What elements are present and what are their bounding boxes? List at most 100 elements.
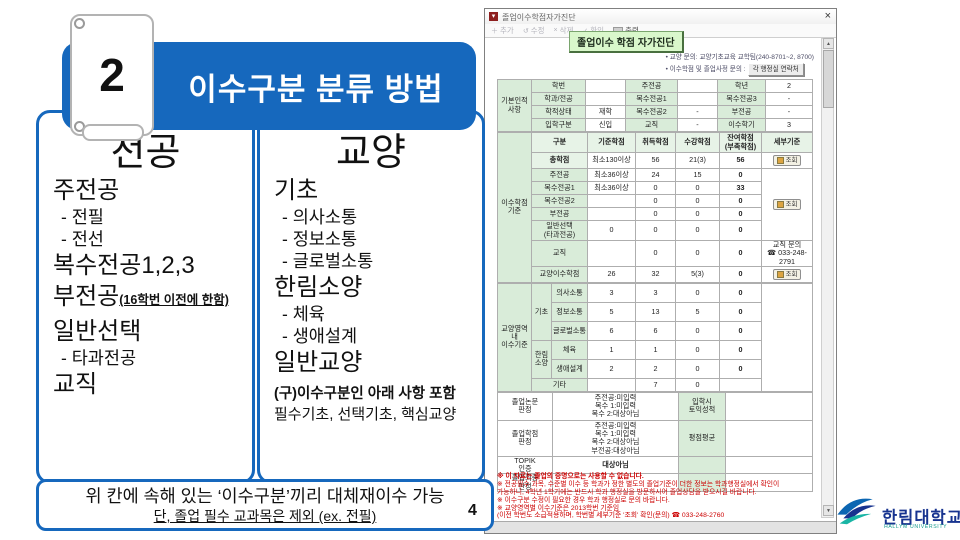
- list-item: - 글로벌소통: [282, 251, 374, 271]
- window-statusbar: [485, 521, 836, 533]
- list-item: 일반선택: [53, 318, 142, 345]
- cell: [587, 240, 636, 267]
- scrollbar[interactable]: [821, 38, 834, 518]
- toolbar-edit-button[interactable]: ↺ 수정: [523, 25, 545, 36]
- cell: 정보소통: [551, 301, 588, 322]
- cell: 13: [635, 301, 676, 322]
- wave-logo-icon: [837, 498, 876, 525]
- cell: 주전공: [625, 79, 678, 93]
- page-number: 4: [468, 502, 477, 519]
- slide-number: 2: [99, 49, 125, 101]
- contact-line2-label: • 이수학점 및 졸업사정 문의 :: [665, 66, 746, 73]
- major-header: 전공: [110, 132, 181, 174]
- table-row: 졸업학점 판정 주전공:미입력 복수 1:미입력 복수 2:대상아님 부전공:대…: [497, 419, 813, 457]
- jik-contact-phone: ☎ 033-248-2791: [767, 248, 807, 266]
- list-item: 부전공(16학번 이전에 한함): [53, 281, 252, 316]
- cell: [761, 282, 813, 392]
- contact-offices-button[interactable]: 각 행정실 연락처: [747, 63, 804, 76]
- cell: 학년: [717, 79, 766, 93]
- list-item: 한림소양: [274, 274, 363, 301]
- scroll-down-icon[interactable]: ▼: [823, 505, 834, 516]
- cell: 대상아님: [552, 455, 679, 475]
- toolbar-label: 수정: [530, 26, 545, 35]
- col-header: 잔여학점 (부족학점): [719, 132, 762, 153]
- lookup-icon: [776, 270, 784, 278]
- cell: [585, 79, 626, 93]
- lookup-icon: [776, 156, 784, 164]
- liberal-header: 교양: [336, 132, 406, 174]
- cell: 생애설계: [551, 358, 588, 379]
- cell: 교직: [531, 240, 588, 267]
- cell: 0: [675, 339, 720, 360]
- cell: 6: [635, 320, 676, 341]
- scrollbar-thumb[interactable]: [823, 50, 834, 108]
- cell: 교직 문의 ☎ 033-248-2791: [761, 240, 813, 267]
- cell: 0: [675, 194, 720, 208]
- row-label: 졸업학점 판정: [497, 419, 553, 457]
- footer-line2: 단, 졸업 필수 교과목은 제외 (ex. 전필): [153, 508, 377, 524]
- liberal-note: 필수기초, 선택기초, 핵심교양: [274, 406, 457, 423]
- table-row: 부전공 0 0 0: [498, 207, 813, 221]
- table-row: 졸업논문 판정 주전공:미입력 복수 1:미입력 복수 2:대상아님 입학시 토…: [497, 391, 813, 421]
- cell: 재학: [585, 105, 626, 119]
- note-line: ※ 교양영역별 이수기준은 2013학번 기준임: [497, 504, 620, 512]
- cell: 33: [719, 181, 762, 195]
- table-row: 학적상태 재학 복수전공2- 부전공 -: [498, 105, 813, 119]
- lookup-icon: [776, 200, 784, 208]
- table-row: 한림 소양 체육 1 1 0 0: [498, 339, 813, 379]
- cell: 복수전공2: [531, 194, 588, 208]
- cell: 교양이수학점: [531, 265, 588, 283]
- lookup-button[interactable]: 조회: [772, 268, 802, 280]
- cell: 0: [635, 240, 676, 267]
- cell: -: [765, 92, 813, 106]
- lookup-button[interactable]: 조회: [772, 199, 802, 210]
- table-header-row: 이수학점 기준 구분 기준학점 취득학점 수강학점 잔여학점 (부족학점) 세부…: [497, 132, 813, 283]
- table-row: 총학점 최소130이상 56 21(3) 56 조회: [498, 152, 813, 169]
- contact-line2: • 이수학점 및 졸업사정 문의 :각 행정실 연락처: [666, 63, 814, 76]
- row-label: TOPIK 인증: [497, 455, 553, 475]
- cell: 3: [765, 118, 813, 132]
- toolbar-label: 추가: [500, 26, 514, 35]
- window-icon: ▾: [489, 12, 498, 21]
- toolbar-delete-button[interactable]: × 삭제: [554, 25, 574, 36]
- close-icon[interactable]: ×: [824, 10, 831, 22]
- cell: 0: [719, 320, 762, 341]
- cell: -: [765, 105, 813, 119]
- scroll-up-icon[interactable]: ▲: [823, 38, 834, 49]
- cell: [587, 207, 636, 221]
- cell: 3: [635, 282, 676, 303]
- list-item: - 정보소통: [282, 229, 358, 249]
- lookup-button[interactable]: 조회: [772, 155, 802, 166]
- liberal-note-bold: (구)이수구분인 아래 사항 포함: [274, 386, 456, 402]
- cell: 주전공: [531, 168, 588, 182]
- lookup-label: 조회: [785, 201, 798, 208]
- list-item: 교직: [53, 371, 98, 398]
- footnotes: ※ 이 자료는 졸업의 증명으로는 사용할 수 없습니다. ※ 전공필수 과목,…: [497, 473, 809, 520]
- row-label: 졸업논문 판정: [497, 391, 553, 421]
- cell: 0: [675, 358, 720, 379]
- cell: -: [677, 118, 718, 132]
- cell: 2: [587, 358, 636, 379]
- section-label: 이수학점 기준: [497, 132, 532, 283]
- table-row: 일반선택 (타과전공) 0 0 0 0: [498, 220, 813, 241]
- toolbar-label: 확인: [590, 25, 604, 36]
- cell: 최소36이상: [587, 181, 636, 195]
- cell: [719, 377, 762, 392]
- credit-table: 이수학점 기준 구분 기준학점 취득학점 수강학점 잔여학점 (부족학점) 세부…: [497, 132, 813, 283]
- cell: 조회: [761, 168, 813, 241]
- cell: [677, 79, 718, 93]
- toolbar-label: 삭제: [559, 26, 574, 35]
- cell: 의사소통: [551, 282, 588, 303]
- report-heading: 졸업이수 학점 자가진단: [569, 31, 684, 53]
- toolbar-add-button[interactable]: ＋ 추가: [491, 25, 514, 36]
- table-row: 주전공 최소36이상 24 15 0 조회: [498, 168, 813, 241]
- note-line: ※ 전공필수 과목, 수준별 이수 등 학과가 정한 별도의 졸업기준이 더한 …: [497, 480, 780, 488]
- note-line: ※ 이수구분 수정이 필요한 경우 학과 행정실로 문의 바랍니다.: [497, 496, 670, 504]
- table-row: 교양이수학점 26 32 5(3) 0 조회: [498, 265, 813, 283]
- list-item: - 타과전공: [61, 348, 137, 368]
- undo-icon: ↺: [522, 27, 529, 35]
- table-row: 교직 0 0 0 교직 문의 ☎ 033-248-2791: [498, 240, 813, 267]
- cell: [725, 419, 813, 457]
- table-row: 정보소통 5 13 5 0: [498, 301, 813, 322]
- cell: 0: [675, 377, 720, 392]
